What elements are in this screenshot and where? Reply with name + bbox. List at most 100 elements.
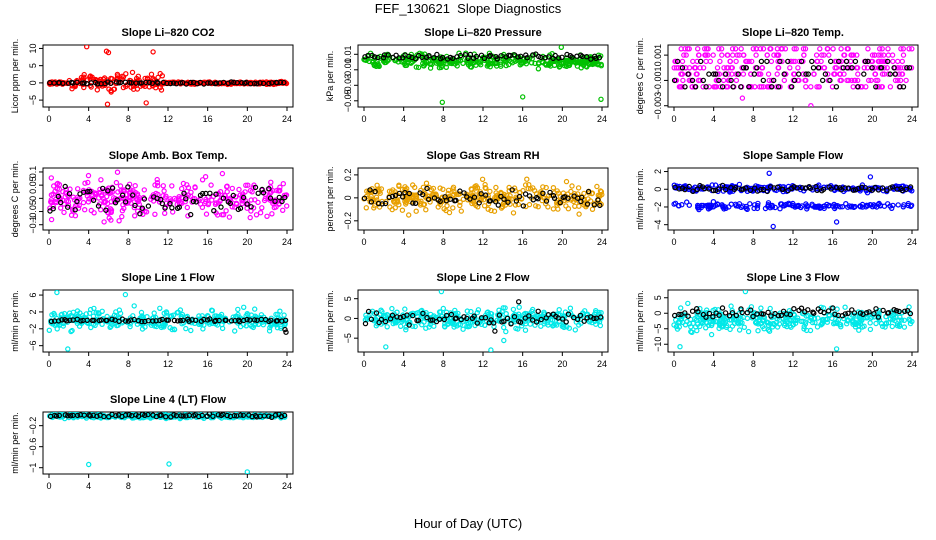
data-point — [148, 71, 155, 78]
y-tick-label: 0 — [28, 80, 38, 85]
data-point — [814, 84, 820, 90]
data-point — [738, 46, 744, 52]
data-point — [252, 197, 258, 203]
points-layer — [46, 45, 290, 107]
data-point — [413, 64, 419, 70]
data-point — [482, 315, 489, 321]
data-point — [260, 189, 267, 196]
data-point — [716, 46, 722, 52]
data-point — [277, 79, 284, 86]
data-point — [105, 210, 112, 216]
data-point — [710, 52, 716, 58]
data-point — [503, 328, 509, 335]
data-point — [805, 71, 812, 77]
data-point — [671, 65, 677, 71]
data-point — [849, 318, 856, 324]
x-tick-label: 24 — [282, 237, 292, 247]
data-point — [532, 187, 538, 194]
data-point — [240, 412, 246, 418]
x-tick-label: 12 — [163, 481, 173, 491]
data-point — [557, 199, 563, 206]
data-point — [697, 77, 703, 84]
data-point — [473, 62, 479, 68]
y-tick-label: 0 — [653, 187, 663, 192]
data-point — [719, 84, 726, 90]
data-point — [119, 73, 125, 80]
data-point — [598, 314, 604, 320]
points-layer — [47, 169, 290, 225]
data-point — [903, 186, 909, 192]
data-point — [412, 56, 419, 62]
data-point — [129, 69, 136, 76]
data-point — [169, 183, 175, 189]
data-point — [716, 312, 722, 318]
data-point — [584, 201, 591, 207]
data-point — [803, 77, 809, 84]
data-point — [703, 319, 709, 326]
data-point — [896, 308, 902, 315]
data-point — [900, 84, 907, 90]
data-point — [780, 186, 786, 192]
data-point — [861, 65, 868, 71]
data-point — [167, 199, 173, 205]
data-point — [122, 199, 129, 205]
data-point — [801, 326, 807, 332]
data-point — [491, 320, 497, 326]
data-point — [774, 52, 781, 58]
data-point — [875, 77, 881, 84]
data-point — [752, 185, 758, 191]
data-point — [154, 182, 161, 189]
data-point — [450, 205, 456, 211]
data-point — [109, 321, 115, 328]
data-point — [673, 323, 680, 330]
data-point — [214, 212, 221, 218]
x-tick-label: 8 — [126, 481, 131, 491]
data-point — [887, 71, 893, 77]
data-point — [717, 84, 724, 90]
data-point — [81, 412, 88, 418]
data-point — [890, 202, 896, 209]
y-axis-label: degrees C per min. — [635, 38, 645, 115]
data-point — [737, 320, 744, 326]
data-point — [535, 308, 541, 314]
panel-5: Slope Gas Stream RH 0 4 8 12 16 20 24 −0.2 0 0.2 pe… — [325, 150, 609, 247]
data-point — [544, 195, 550, 202]
data-point — [501, 196, 507, 202]
data-point — [770, 320, 777, 327]
x-tick-label: 8 — [126, 114, 131, 124]
data-point — [584, 54, 590, 60]
data-point — [745, 328, 752, 335]
data-point — [227, 200, 233, 207]
data-point — [811, 310, 817, 316]
x-tick-label: 16 — [203, 114, 213, 124]
data-point — [559, 316, 566, 322]
data-point — [677, 344, 683, 350]
data-point — [825, 308, 832, 314]
data-point — [516, 304, 522, 310]
data-point — [427, 199, 433, 205]
data-point — [729, 307, 735, 314]
data-point — [372, 202, 378, 209]
data-point — [439, 54, 446, 61]
data-point — [807, 185, 814, 191]
data-point — [397, 314, 404, 321]
data-point — [685, 71, 691, 77]
data-point — [66, 190, 73, 197]
x-tick-label: 4 — [86, 359, 91, 369]
data-point — [68, 212, 75, 218]
data-point — [787, 311, 794, 318]
data-point — [122, 412, 129, 418]
data-point — [735, 203, 742, 209]
data-point — [457, 202, 463, 209]
data-point — [682, 65, 689, 71]
data-point — [441, 206, 447, 212]
y-tick-label: −0.001 — [653, 67, 663, 95]
data-point — [540, 59, 546, 65]
data-point — [682, 186, 688, 193]
data-point — [873, 306, 879, 312]
data-point — [755, 321, 761, 327]
data-point — [278, 413, 285, 420]
data-point — [412, 192, 418, 198]
data-point — [471, 313, 477, 319]
y-tick-label: 5 — [28, 63, 38, 68]
